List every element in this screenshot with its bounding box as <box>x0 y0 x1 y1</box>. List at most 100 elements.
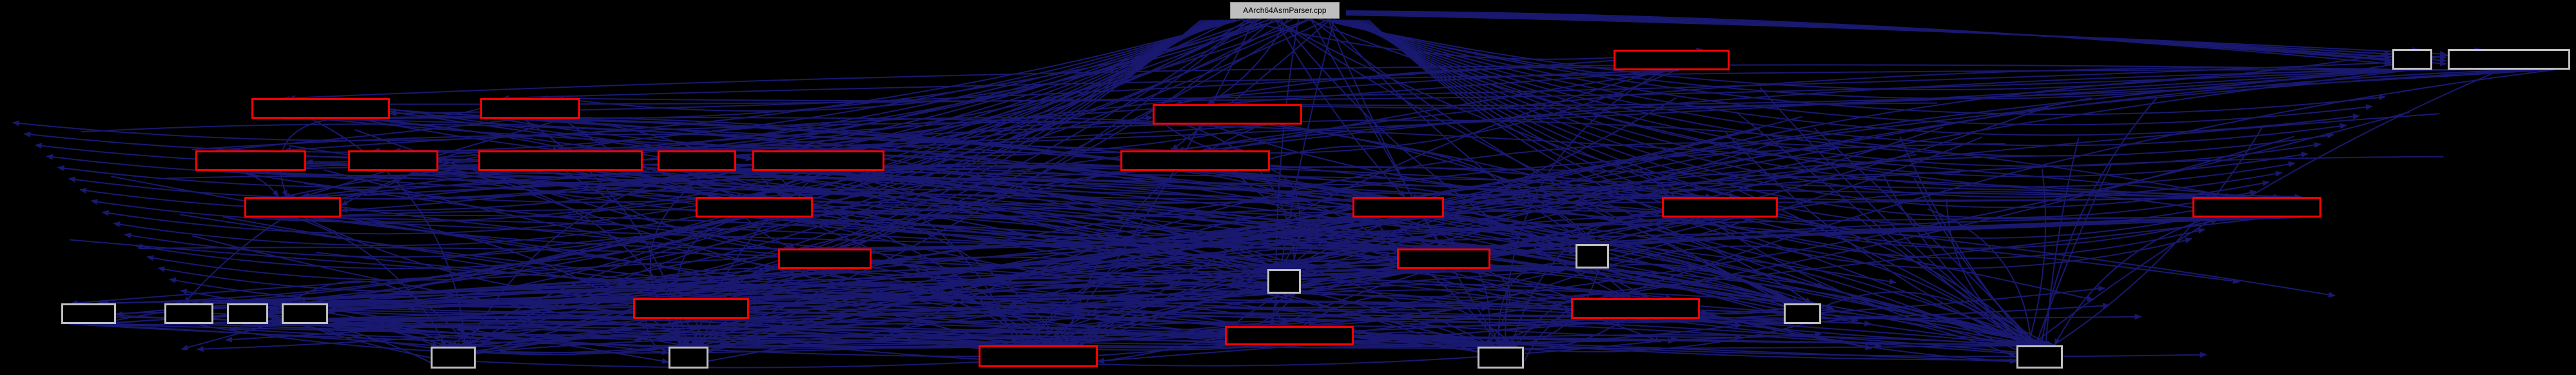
graph-node[interactable] <box>1153 104 1302 125</box>
graph-edge <box>223 171 1793 303</box>
graph-edge <box>1211 120 2232 197</box>
graph-node[interactable] <box>227 303 268 324</box>
graph-edge <box>191 269 1430 303</box>
graph-edge <box>13 20 1240 141</box>
graph-node[interactable] <box>1784 303 1821 324</box>
graph-node[interactable] <box>1576 244 1609 269</box>
graph-node[interactable] <box>1267 269 1301 294</box>
graph-edge <box>1353 20 2269 207</box>
graph-edge <box>583 70 1679 150</box>
graph-edge <box>696 269 809 298</box>
graph-node[interactable] <box>778 248 872 269</box>
graph-edge <box>249 171 1420 204</box>
graph-node[interactable] <box>61 303 116 324</box>
graph-node[interactable] <box>480 98 580 119</box>
graph-node[interactable] <box>2192 197 2321 218</box>
graph-edge <box>1340 20 2334 156</box>
graph-edge <box>1512 212 1724 347</box>
graph-edge <box>35 20 1234 164</box>
graph-node[interactable] <box>1614 50 1730 70</box>
graph-edge <box>290 210 2050 345</box>
graph-edge <box>230 171 278 197</box>
graph-node[interactable] <box>696 197 813 218</box>
graph-node[interactable] <box>2448 49 2570 70</box>
graph-node[interactable] <box>668 347 708 369</box>
graph-edge <box>223 217 2105 327</box>
graph-node[interactable] <box>1478 347 1524 369</box>
graph-edge <box>1234 70 2548 105</box>
root-node[interactable]: AArch64AsmParser.cpp <box>1230 2 1340 19</box>
graph-node[interactable] <box>979 345 1098 367</box>
graph-edge <box>1058 316 1813 345</box>
graph-edge <box>328 303 633 314</box>
graph-edge <box>248 218 737 305</box>
graph-edge <box>537 164 1282 269</box>
graph-edge <box>69 20 1227 199</box>
graph-node[interactable] <box>1571 298 1700 319</box>
graph-edge <box>267 218 1447 248</box>
graph-edge <box>1280 125 1798 312</box>
graph-edge <box>229 139 1790 339</box>
graph-edge <box>701 125 1184 150</box>
graph-edge <box>675 171 1294 269</box>
graph-edge <box>447 218 794 347</box>
graph-edge <box>854 218 2215 248</box>
graph-edge <box>308 218 1045 354</box>
graph-node[interactable] <box>1352 197 1444 218</box>
graph-edge <box>1599 246 2025 345</box>
graph-edge <box>1639 169 2027 349</box>
graph-edge <box>703 269 1429 298</box>
graph-edge <box>722 168 1592 244</box>
graph-edge <box>1332 20 2372 125</box>
graph-node[interactable] <box>1225 326 1354 345</box>
graph-edge <box>757 171 864 197</box>
graph-edge <box>268 315 979 357</box>
graph-edge <box>578 154 1742 338</box>
graph-edge <box>1206 171 2047 345</box>
graph-node[interactable] <box>2392 49 2432 70</box>
graph-edge <box>1594 264 1798 303</box>
graph-edge <box>216 119 522 150</box>
graph-edge <box>640 106 2049 314</box>
graph-edge <box>820 157 2444 310</box>
graph-edge <box>1679 319 2056 345</box>
graph-edge <box>77 324 449 347</box>
graph-node[interactable] <box>251 98 390 119</box>
graph-edge <box>1053 19 1254 345</box>
graph-edge <box>390 63 2392 105</box>
graph-edge <box>1318 19 2481 99</box>
graph-edge <box>683 210 1759 347</box>
graph-edge <box>837 19 1274 248</box>
graph-edge <box>1231 146 1594 244</box>
graph-edge <box>678 171 1697 197</box>
graph-edge <box>1393 218 1490 347</box>
graph-edge <box>719 19 1280 150</box>
graph-node[interactable] <box>658 150 736 171</box>
graph-node[interactable] <box>431 347 476 369</box>
graph-edge <box>1369 20 2192 269</box>
graph-edge <box>708 207 1064 345</box>
graph-edge <box>136 20 1211 269</box>
graph-node[interactable] <box>1662 197 1778 218</box>
graph-edge <box>1900 137 2033 349</box>
graph-node[interactable] <box>164 303 213 324</box>
graph-edge <box>1346 15 2446 54</box>
graph-node[interactable] <box>752 150 884 171</box>
graph-node[interactable] <box>195 150 306 171</box>
graph-edge <box>2041 98 2157 347</box>
graph-node[interactable] <box>348 150 438 171</box>
graph-edge <box>1317 335 2027 345</box>
graph-edge <box>1592 269 1650 298</box>
graph-edge <box>698 276 1615 347</box>
graph-edge <box>1788 292 2029 345</box>
graph-node[interactable] <box>1120 150 1270 171</box>
graph-edge <box>1363 20 2218 248</box>
graph-edge <box>1209 125 1703 198</box>
graph-edge <box>1205 70 2504 150</box>
graph-node[interactable] <box>244 197 341 218</box>
graph-node[interactable] <box>633 298 749 319</box>
graph-node[interactable] <box>282 303 328 324</box>
graph-node[interactable] <box>478 150 643 171</box>
graph-node[interactable] <box>1397 248 1490 269</box>
graph-node[interactable] <box>2016 345 2063 369</box>
